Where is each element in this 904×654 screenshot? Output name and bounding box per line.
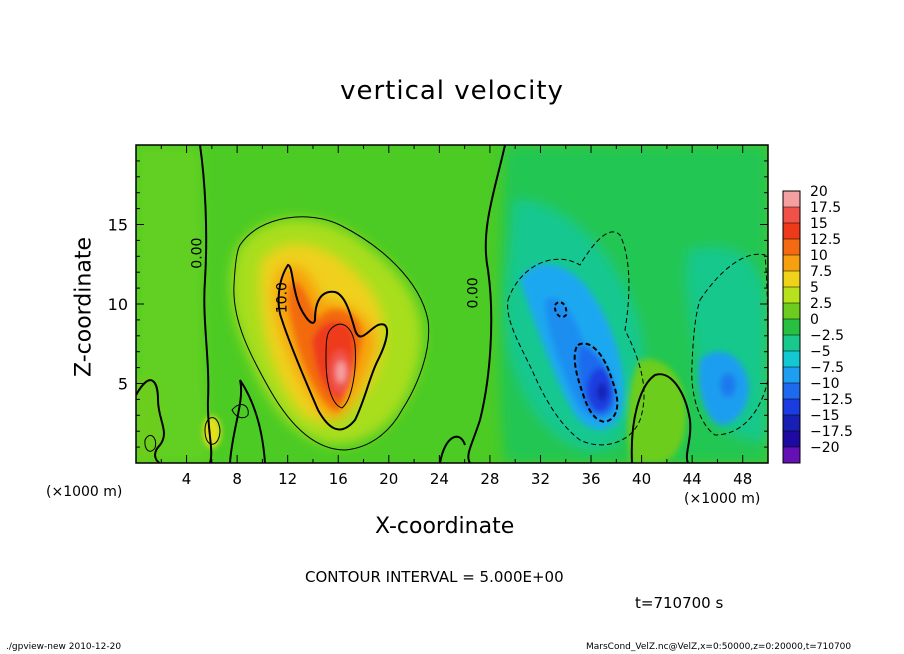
- x-tick-label: 24: [430, 470, 449, 488]
- contour-small-c: [231, 404, 249, 419]
- x-axis-label: X-coordinate: [375, 514, 515, 539]
- x-tick-label: 32: [531, 470, 550, 488]
- x-tick-label: 28: [480, 470, 499, 488]
- contour-fifteen: [325, 323, 356, 409]
- contour-small-a: [204, 417, 221, 445]
- x-tick-label: 8: [232, 470, 242, 488]
- colorbar-swatch: [783, 303, 800, 320]
- contour-label: 0.00: [190, 238, 206, 269]
- x-tick-label: 48: [733, 470, 752, 488]
- colorbar-label: −12.5: [810, 392, 853, 408]
- colorbar-label: −15: [810, 408, 840, 424]
- colorbar-swatch: [783, 351, 800, 368]
- x-tick-label: 20: [379, 470, 398, 488]
- x-axis-ticks: 4 8 12 16 20 24 28 32 36 40 44 48: [160, 145, 752, 488]
- colorbar: 2017.51512.5107.552.50−2.5−5−7.5−10−12.5…: [782, 184, 853, 464]
- x-tick-label: 12: [278, 470, 297, 488]
- heatmap-field: [136, 145, 768, 463]
- colorbar-swatch: [783, 383, 800, 400]
- colorbar-label: 12.5: [810, 232, 841, 248]
- colorbar-label: −17.5: [810, 424, 853, 440]
- colorbar-frame: [782, 190, 801, 464]
- contour-zero-left: [199, 145, 213, 463]
- colorbar-label: 17.5: [810, 200, 841, 216]
- colorbar-swatch: [783, 367, 800, 384]
- contour-five: [233, 216, 430, 451]
- colorbar-swatch: [783, 431, 800, 448]
- colorbar-label: −7.5: [810, 360, 844, 376]
- y-axis-label: Z-coordinate: [71, 237, 97, 377]
- colorbar-swatch: [783, 207, 800, 224]
- contour-ten: [277, 263, 388, 431]
- x-unit-label-left: (×1000 m): [46, 484, 123, 500]
- x-tick-label: 4: [182, 470, 192, 488]
- colorbar-swatch: [783, 239, 800, 256]
- x-tick-label: 36: [581, 470, 600, 488]
- colorbar-label: 15: [810, 216, 828, 232]
- contour-neg-ten-b: [553, 301, 568, 318]
- colorbar-label: −2.5: [810, 328, 844, 344]
- colorbar-swatch: [783, 287, 800, 304]
- colorbar-swatch: [783, 223, 800, 240]
- colorbar-label: −5: [810, 344, 831, 360]
- colorbar-label: 5: [810, 280, 819, 296]
- contour-small-b: [144, 435, 157, 452]
- colorbar-label: 20: [810, 184, 828, 200]
- colorbar-swatch: [783, 191, 800, 208]
- contour-zero-bottom-mid: [229, 379, 266, 463]
- colorbar-label: −10: [810, 376, 840, 392]
- colorbar-swatch: [783, 447, 800, 464]
- colorbar-swatch: [783, 335, 800, 352]
- colorbar-swatch: [783, 415, 800, 432]
- contour-neg-five: [507, 231, 645, 446]
- colorbar-swatch: [783, 399, 800, 416]
- contour-label: 0.00: [465, 277, 481, 308]
- y-axis-ticks: 5 10 15: [108, 160, 768, 448]
- y-tick-label: 10: [108, 295, 128, 314]
- footer-left: ./gpview-new 2010-12-20: [6, 642, 122, 652]
- contour-interval-note: CONTOUR INTERVAL = 5.000E+00: [305, 568, 564, 586]
- colorbar-label: 0: [810, 312, 819, 328]
- contour-labels: 0.00 10.0 0.00: [190, 238, 482, 314]
- chart-title: vertical velocity: [340, 76, 564, 106]
- colorbar-swatch: [783, 255, 800, 272]
- colorbar-label: 2.5: [810, 296, 832, 312]
- x-tick-label: 16: [329, 470, 348, 488]
- contour-label: 10.0: [274, 282, 290, 313]
- contour-zero-bottom-right: [630, 373, 692, 463]
- colorbar-label: 10: [810, 248, 828, 264]
- x-tick-label: 40: [632, 470, 651, 488]
- time-note: t=710700 s: [635, 594, 724, 612]
- colorbar-label: 7.5: [810, 264, 832, 280]
- colorbar-swatch: [783, 271, 800, 288]
- contour-lines: [136, 145, 768, 463]
- x-unit-label-right: (×1000 m): [684, 491, 761, 507]
- y-tick-label: 5: [118, 375, 128, 394]
- contour-neg-ten: [573, 342, 619, 424]
- x-tick-label: 44: [683, 470, 702, 488]
- colorbar-label: −20: [810, 440, 840, 456]
- contour-zero-center: [467, 145, 506, 463]
- y-tick-label: 15: [108, 216, 128, 235]
- colorbar-swatch: [783, 319, 800, 336]
- contour-zero-bottom-left: [136, 379, 165, 463]
- contour-zero-bottom-mid2: [439, 435, 466, 463]
- footer-right: MarsCond_VelZ.nc@VelZ,x=0:50000,z=0:2000…: [586, 642, 852, 652]
